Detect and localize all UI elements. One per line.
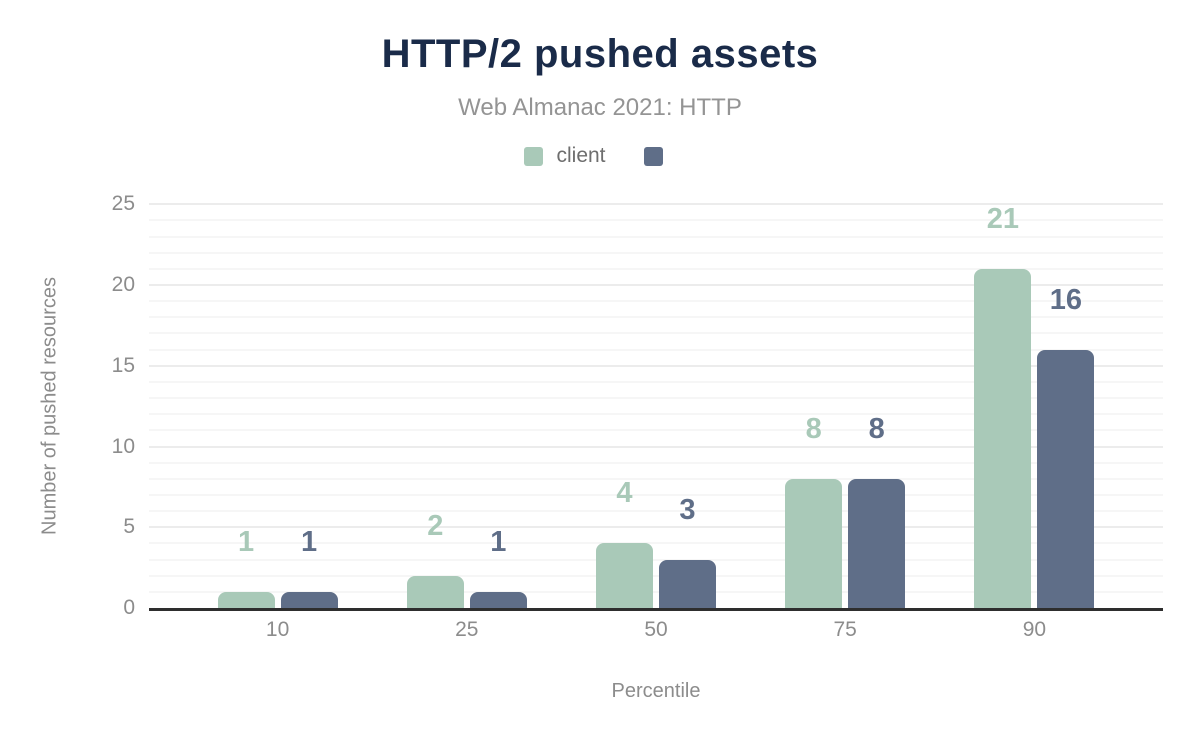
bar-groups: 1 1 2 1 4 3 8 8 21 16 xyxy=(183,203,1129,608)
bar-value-client-p50: 4 xyxy=(616,477,633,510)
y-tick-5: 5 xyxy=(123,515,135,539)
chart-subtitle: Web Almanac 2021: HTTP xyxy=(458,94,742,121)
plot-area: 1 1 2 1 4 3 8 8 21 16 xyxy=(149,203,1163,611)
bar-value-client-p75: 8 xyxy=(805,412,822,445)
x-axis-title: Percentile xyxy=(611,680,701,702)
legend-swatch-client xyxy=(524,146,544,166)
bar-value-client-p90: 21 xyxy=(986,202,1020,235)
bar-series2-p90: 16 xyxy=(1037,284,1095,608)
legend: client xyxy=(0,144,1200,168)
bar-series2-p10: 1 xyxy=(280,526,338,608)
bar-value-series2-p50: 3 xyxy=(679,493,696,526)
bar-value-client-p25: 2 xyxy=(427,509,444,542)
bar-client-p10: 1 xyxy=(217,526,275,608)
y-axis-title: Number of pushed resources xyxy=(38,277,61,535)
legend-swatch-second-series xyxy=(643,146,663,166)
gridline-11 xyxy=(149,429,1163,432)
gridline-21 xyxy=(149,267,1163,270)
bar-client-p50: 4 xyxy=(595,477,653,608)
x-tick-75: 75 xyxy=(833,618,857,641)
gridline-3 xyxy=(149,558,1163,561)
gridline-7 xyxy=(149,493,1163,496)
gridline-18 xyxy=(149,316,1163,319)
bar-series2-p50: 3 xyxy=(658,494,716,608)
x-tick-10: 10 xyxy=(265,618,290,641)
bar-series2-p25: 1 xyxy=(469,526,527,608)
y-tick-0: 0 xyxy=(123,596,135,619)
gridline-8 xyxy=(149,477,1163,480)
gridline-24 xyxy=(149,219,1163,222)
x-axis-line xyxy=(149,608,1163,611)
bar-client-p90: 21 xyxy=(974,203,1032,608)
gridline-6 xyxy=(149,510,1163,513)
gridline-10 xyxy=(149,445,1163,448)
legend-item-client: client xyxy=(524,144,606,168)
gridline-25 xyxy=(149,203,1163,206)
bar-group-p90: 21 16 xyxy=(940,203,1129,608)
chart-title: HTTP/2 pushed assets xyxy=(381,32,819,76)
y-tick-25: 25 xyxy=(111,192,135,216)
gridline-14 xyxy=(149,380,1163,383)
gridline-13 xyxy=(149,397,1163,400)
x-tick-90: 90 xyxy=(1022,618,1047,641)
bar-value-series2-p10: 1 xyxy=(301,525,318,558)
bar-client-p25: 2 xyxy=(406,510,464,608)
gridline-23 xyxy=(149,235,1163,238)
gridline-20 xyxy=(149,284,1163,286)
bar-client-p75: 8 xyxy=(785,413,843,608)
gridline-2 xyxy=(149,574,1163,577)
bar-series2-p75: 8 xyxy=(848,413,906,608)
legend-item-second-series xyxy=(643,146,676,166)
gridline-5 xyxy=(149,526,1163,529)
bar-value-series2-p75: 8 xyxy=(868,412,885,445)
bar-value-series2-p25: 1 xyxy=(490,525,507,558)
x-tick-25: 25 xyxy=(455,618,479,641)
gridline-9 xyxy=(149,461,1163,464)
gridline-1 xyxy=(149,590,1163,593)
y-tick-20: 20 xyxy=(111,273,135,296)
gridline-16 xyxy=(149,348,1163,351)
bar-value-client-p10: 1 xyxy=(238,525,255,558)
bar-value-series2-p90: 16 xyxy=(1049,283,1083,316)
gridline-19 xyxy=(149,300,1163,303)
legend-label-client: client xyxy=(556,144,606,167)
gridline-4 xyxy=(149,542,1163,545)
gridline-22 xyxy=(149,251,1163,254)
gridline-15 xyxy=(149,364,1163,367)
y-tick-10: 10 xyxy=(111,434,135,458)
gridline-12 xyxy=(149,413,1163,416)
x-tick-50: 50 xyxy=(644,618,668,641)
y-tick-15: 15 xyxy=(111,353,135,377)
gridline-17 xyxy=(149,332,1163,335)
